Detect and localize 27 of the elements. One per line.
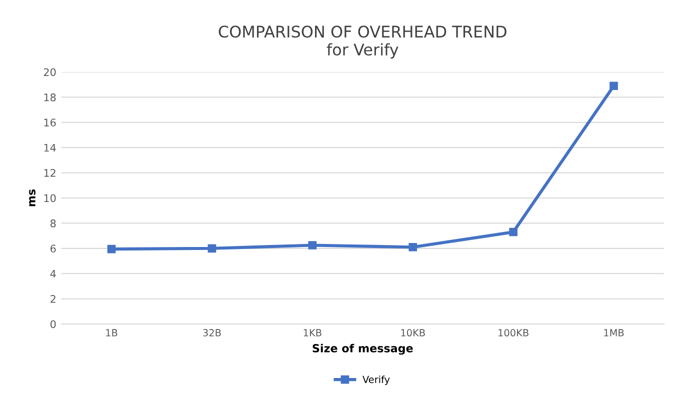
point (308, 241, 317, 250)
x-tick-label: 1B (106, 329, 118, 336)
y-tick-label: 18 (44, 93, 56, 102)
point (107, 244, 116, 254)
x-axis-title: Size of message (312, 344, 413, 355)
point (208, 244, 216, 253)
y-tick-label: 20 (44, 68, 56, 76)
y-tick-label: 4 (50, 270, 56, 278)
y-tick-label: 8 (50, 219, 56, 228)
x-tick-label: 10KB (401, 329, 425, 336)
y-axis-title: ms (29, 189, 36, 206)
x-tick-label: 32B (203, 329, 221, 336)
y-tick-label: 0 (50, 320, 56, 328)
x-tick-label: 100KB (498, 329, 528, 336)
y-tick-label: 14 (44, 144, 56, 152)
y-tick-label: 10 (44, 194, 56, 202)
point (408, 242, 418, 252)
point (509, 228, 518, 236)
y-tick-label: 2 (50, 295, 56, 303)
y-tick-label: 6 (50, 244, 56, 253)
x-tick-label: 1MB (604, 329, 624, 336)
legend-label: Verify (362, 376, 390, 385)
x-tick-label: 1KB (304, 329, 322, 336)
y-tick-label: 12 (44, 169, 56, 177)
point (610, 82, 618, 90)
chart-title: COMPARISON OF OVERHEAD TREND for Verify (218, 26, 506, 59)
y-tick-label: 16 (44, 118, 56, 127)
